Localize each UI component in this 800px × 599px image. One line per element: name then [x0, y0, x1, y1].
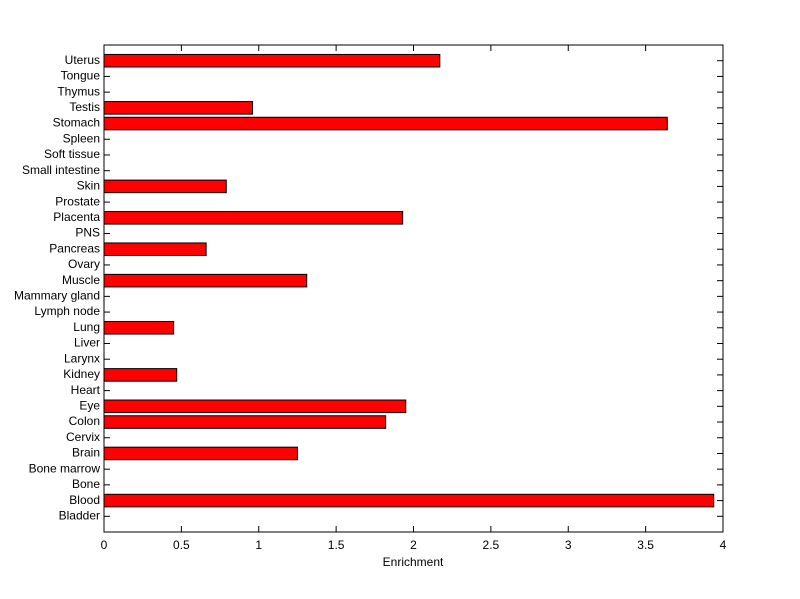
- y-tick-label: Mammary gland: [14, 289, 100, 303]
- y-tick-label: Testis: [69, 100, 100, 114]
- x-tick-label: 3: [565, 538, 572, 552]
- y-tick-label: Liver: [74, 336, 100, 350]
- y-tick-label: Stomach: [53, 116, 100, 130]
- y-tick-label: Tongue: [61, 69, 101, 83]
- y-tick-label: Thymus: [57, 84, 100, 98]
- y-tick-label: Ovary: [68, 257, 100, 271]
- x-tick-label: 3.5: [637, 538, 654, 552]
- y-tick-label: Skin: [77, 179, 100, 193]
- y-tick-label: Soft tissue: [44, 147, 100, 161]
- x-tick-label: 0: [101, 538, 108, 552]
- x-tick-label: 2.5: [483, 538, 500, 552]
- y-tick-label: Cervix: [66, 430, 100, 444]
- y-tick-label: Brain: [72, 446, 100, 460]
- bar: [103, 179, 227, 194]
- y-tick-label: Colon: [69, 414, 100, 428]
- bar: [103, 446, 298, 461]
- x-tick-label: 1.5: [328, 538, 345, 552]
- y-tick-label: Lung: [73, 320, 100, 334]
- y-tick-label: Heart: [71, 383, 101, 397]
- bar: [103, 493, 715, 508]
- y-tick-label: Spleen: [63, 131, 100, 145]
- x-tick-label: 0.5: [173, 538, 190, 552]
- bar: [103, 101, 254, 115]
- bar: [103, 116, 668, 131]
- y-tick-label: Bone: [72, 477, 100, 491]
- y-tick-label: Prostate: [55, 194, 100, 208]
- y-tick-label: PNS: [75, 226, 100, 240]
- bar: [103, 399, 407, 414]
- bar: [103, 368, 178, 382]
- bar: [103, 273, 308, 288]
- y-tick-label: Bone marrow: [29, 461, 101, 475]
- bar: [103, 320, 175, 335]
- x-tick-label: 1: [255, 538, 262, 552]
- bar: [103, 53, 441, 68]
- x-tick-label: 2: [410, 538, 417, 552]
- x-axis-label: Enrichment: [383, 555, 444, 569]
- y-tick-label: Muscle: [62, 273, 100, 287]
- y-tick-label: Eye: [79, 398, 100, 412]
- y-tick-label: Blood: [69, 493, 100, 507]
- y-tick-label: Lymph node: [34, 304, 100, 318]
- bar: [103, 211, 404, 225]
- x-tick-label: 4: [720, 538, 727, 552]
- y-tick-label: Pancreas: [49, 241, 100, 255]
- y-tick-label: Uterus: [65, 53, 100, 67]
- y-tick-label: Larynx: [64, 351, 100, 365]
- y-tick-label: Kidney: [63, 367, 100, 381]
- bar: [103, 415, 387, 429]
- y-tick-label: Small intestine: [22, 163, 100, 177]
- y-tick-label: Placenta: [53, 210, 100, 224]
- bar: [103, 242, 207, 257]
- y-tick-label: Bladder: [59, 508, 100, 522]
